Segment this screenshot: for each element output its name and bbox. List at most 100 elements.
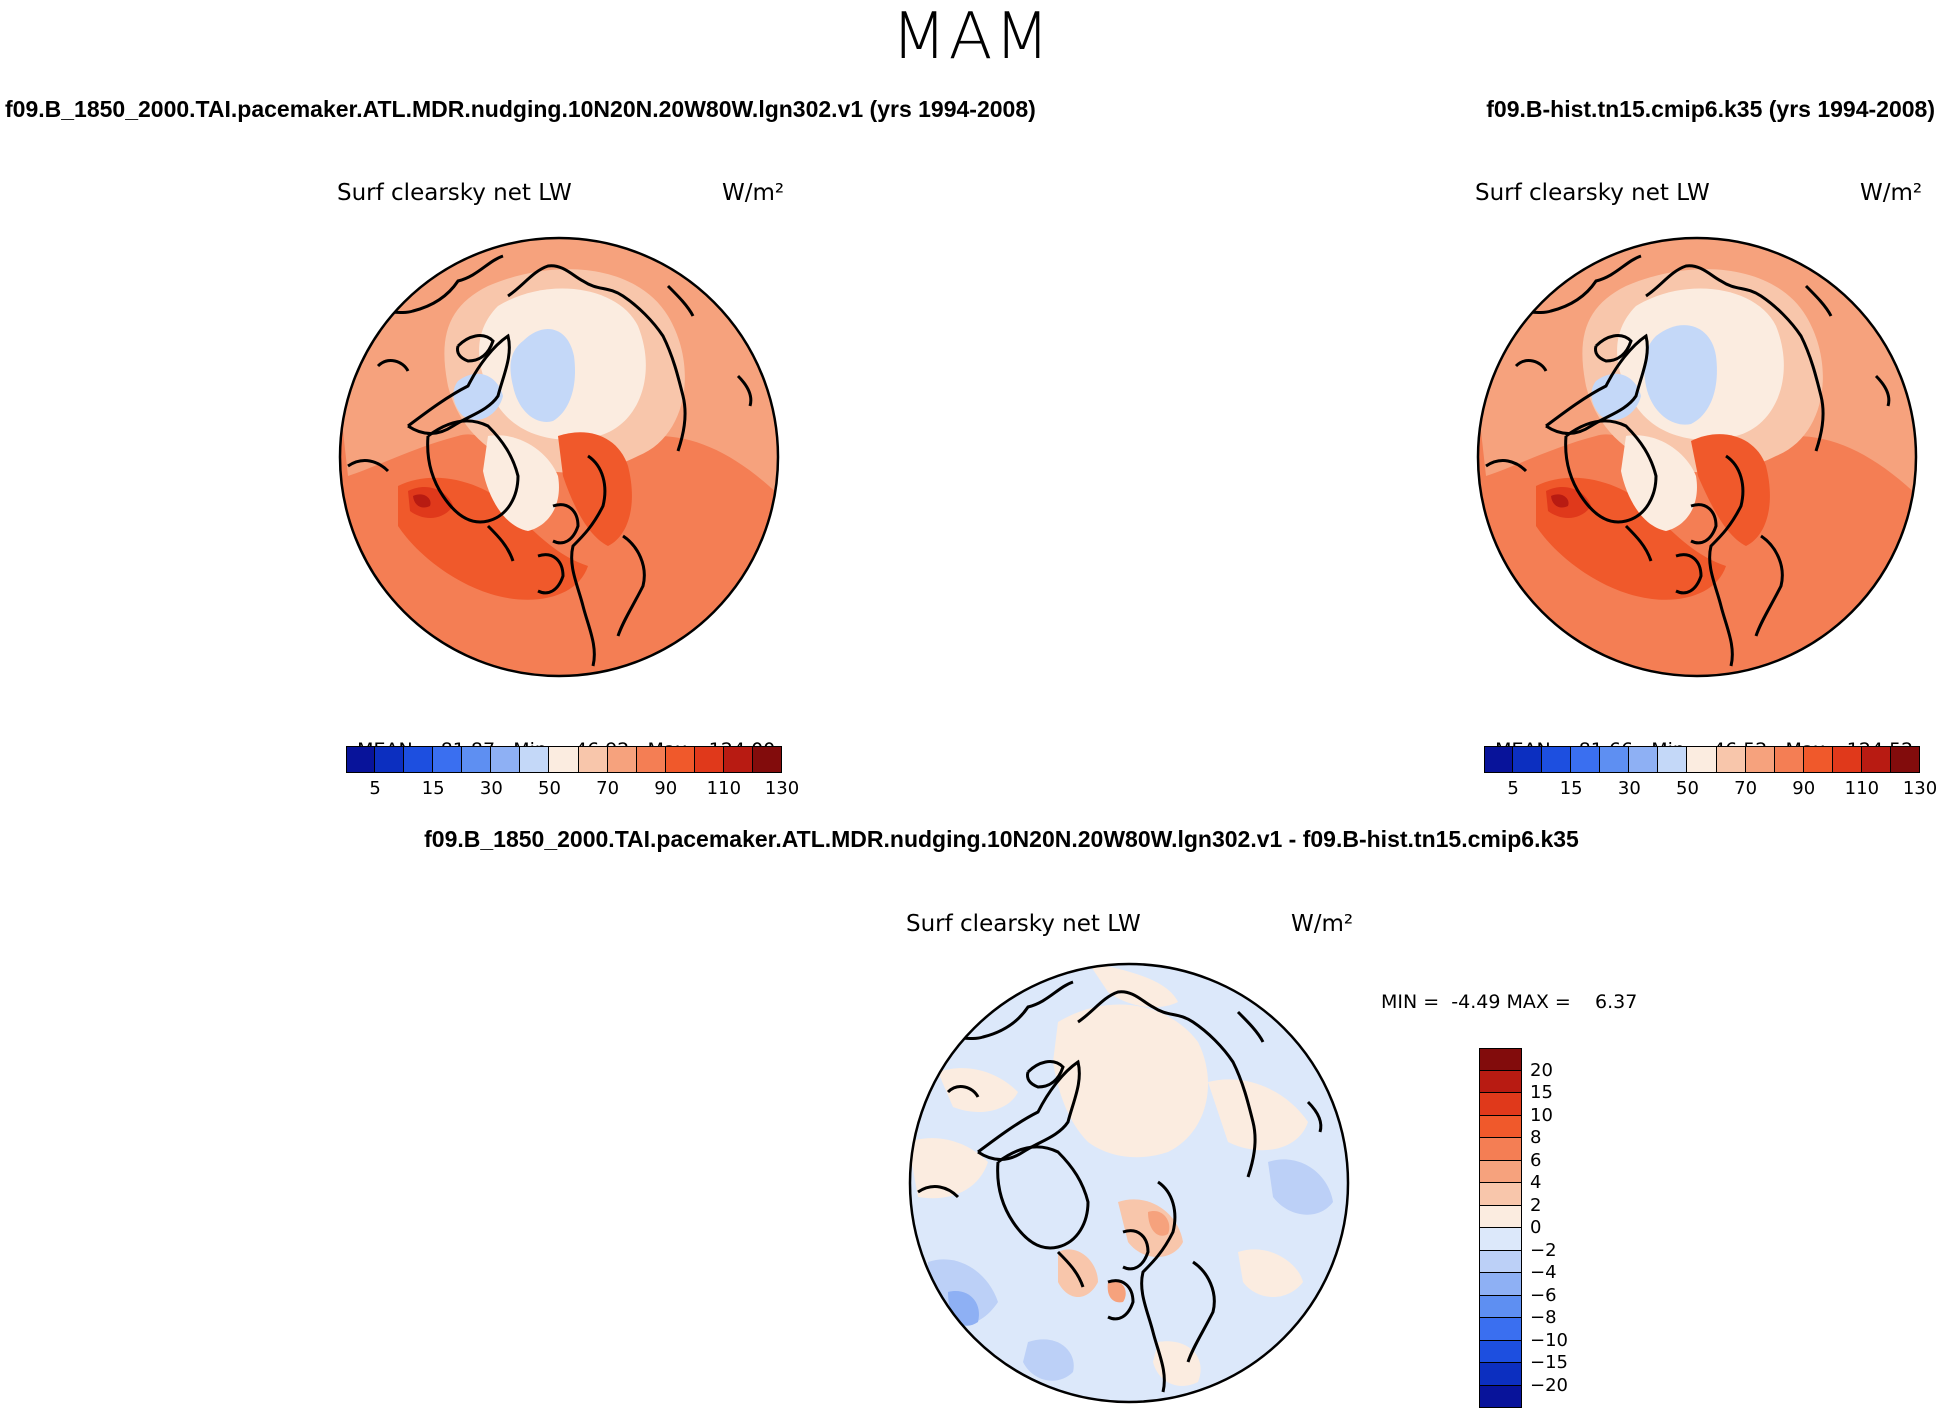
colorbar-tick-label: 30 [479, 778, 503, 799]
colorbar-swatch [1542, 746, 1572, 773]
polar-map-diff [908, 962, 1350, 1404]
colorbar-tick-label: 5 [1507, 778, 1519, 799]
colorbar-swatch [1479, 1273, 1522, 1296]
colorbar-tick-label: 5 [369, 778, 381, 799]
variable-title-diff: Surf clearsky net LW [906, 911, 1141, 937]
coastlines-diff [917, 980, 1323, 1393]
colorbar-swatch [1890, 746, 1920, 773]
colorbar-tick-label: −8 [1530, 1307, 1557, 1328]
colorbar-swatch [1479, 1295, 1522, 1318]
colorbar-swatch [1774, 746, 1804, 773]
colorbar-swatch [607, 746, 637, 773]
colorbar-swatch [549, 746, 579, 773]
stats-diff: MIN = -4.49 MAX = 6.37 [1381, 991, 1637, 1013]
coastlines-left [347, 254, 753, 667]
colorbar-swatch [1600, 746, 1630, 773]
colorbar-swatch [1803, 746, 1833, 773]
colorbar-tick-label: 0 [1530, 1217, 1542, 1238]
units-right: W/m² [1860, 180, 1923, 206]
polar-map-left [338, 236, 780, 678]
colorbar-swatch [1716, 746, 1746, 773]
colorbar-tick-label: −6 [1530, 1284, 1557, 1306]
polar-map-right [1476, 236, 1918, 678]
colorbar-swatch [1479, 1070, 1522, 1093]
colorbar-swatch [1479, 1363, 1522, 1386]
colorbar-swatch [1687, 746, 1717, 773]
colorbar-tick-label: 8 [1530, 1127, 1542, 1148]
colorbar-tick-label: 130 [764, 778, 800, 799]
colorbar-diff [1479, 1048, 1522, 1408]
colorbar-swatch [1861, 746, 1891, 773]
colorbar-swatch [1479, 1250, 1522, 1273]
colorbar-tick-label: 50 [538, 778, 561, 799]
colorbar-swatch [1745, 746, 1775, 773]
colorbar-tick-label: 15 [1530, 1082, 1553, 1103]
variable-title-right: Surf clearsky net LW [1475, 180, 1710, 206]
colorbar-tick-label: 50 [1676, 778, 1699, 799]
case-title-right: f09.B-hist.tn15.cmip6.k35 (yrs 1994-2008… [1486, 96, 1935, 122]
colorbar-swatch [1479, 1160, 1522, 1183]
colorbar-tick-label: 6 [1530, 1149, 1542, 1171]
colorbar-tick-label: 70 [596, 778, 620, 799]
colorbar-tick-label: 4 [1530, 1172, 1542, 1193]
colorbar-right [1484, 746, 1920, 773]
colorbar-swatch [1658, 746, 1688, 773]
colorbar-swatch [375, 746, 405, 773]
min-label-diff: MIN = [1381, 991, 1440, 1013]
max-label-diff: MAX = [1506, 991, 1571, 1013]
colorbar-tick-label: 15 [1559, 778, 1583, 799]
colorbar-swatch [1479, 1340, 1522, 1363]
colorbar-swatch [1479, 1138, 1522, 1161]
map-border-left [338, 236, 780, 678]
max-value-diff: 6.37 [1595, 991, 1638, 1013]
colorbar-tick-label: −20 [1530, 1374, 1568, 1396]
colorbar-swatch [520, 746, 550, 773]
colorbar-tick-label: −2 [1530, 1239, 1557, 1261]
map-border-diff [908, 962, 1350, 1404]
colorbar-tick-label: −15 [1530, 1352, 1568, 1373]
colorbar-swatch [1484, 746, 1514, 773]
colorbar-swatch [1479, 1183, 1522, 1206]
colorbar-swatch [694, 746, 724, 773]
colorbar-swatch [491, 746, 521, 773]
season-title: MAM [891, 0, 1052, 74]
colorbar-swatch [578, 746, 608, 773]
colorbar-swatch [1479, 1318, 1522, 1341]
map-fill-right [1478, 238, 1916, 676]
colorbar-tick-label: 30 [1617, 778, 1641, 799]
colorbar-swatch [404, 746, 434, 773]
colorbar-swatch [462, 746, 492, 773]
colorbar-swatch [1832, 746, 1862, 773]
colorbar-tick-label: 90 [1792, 778, 1816, 799]
colorbar-swatch [1479, 1385, 1522, 1408]
colorbar-swatch [1479, 1205, 1522, 1228]
colorbar-swatch [752, 746, 782, 773]
colorbar-swatch [1513, 746, 1543, 773]
colorbar-tick-label: 2 [1530, 1194, 1542, 1216]
colorbar-tick-label: 15 [421, 778, 445, 799]
colorbar-swatch [1479, 1228, 1522, 1251]
units-diff: W/m² [1291, 911, 1354, 937]
colorbar-swatch [1629, 746, 1659, 773]
colorbar-tick-label: −4 [1530, 1262, 1557, 1283]
colorbar-tick-label: 70 [1734, 778, 1758, 799]
colorbar-tick-label: 90 [654, 778, 678, 799]
colorbar-left [346, 746, 782, 773]
colorbar-swatch [636, 746, 666, 773]
diff-title: f09.B_1850_2000.TAI.pacemaker.ATL.MDR.nu… [424, 826, 1579, 852]
colorbar-tick-label: 20 [1530, 1059, 1553, 1081]
map-border-right [1476, 236, 1918, 678]
map-fill-left [340, 238, 778, 676]
colorbar-labels-diff: 20 15 10 8 6 4 2 0 −2 −4 −6 −8 −10 −15 −20 [1530, 1048, 1610, 1408]
units-left: W/m² [722, 180, 785, 206]
colorbar-swatch [723, 746, 753, 773]
variable-title-left: Surf clearsky net LW [337, 180, 572, 206]
colorbar-tick-label: −10 [1530, 1329, 1568, 1351]
min-value-diff: -4.49 [1451, 991, 1501, 1013]
colorbar-tick-label: 130 [1902, 778, 1938, 799]
colorbar-labels-right: 5 15 30 50 70 90 110 130 [1484, 778, 1937, 802]
colorbar-tick-label: 110 [706, 778, 742, 799]
colorbar-swatch [346, 746, 376, 773]
colorbar-swatch [1571, 746, 1601, 773]
colorbar-swatch [665, 746, 695, 773]
